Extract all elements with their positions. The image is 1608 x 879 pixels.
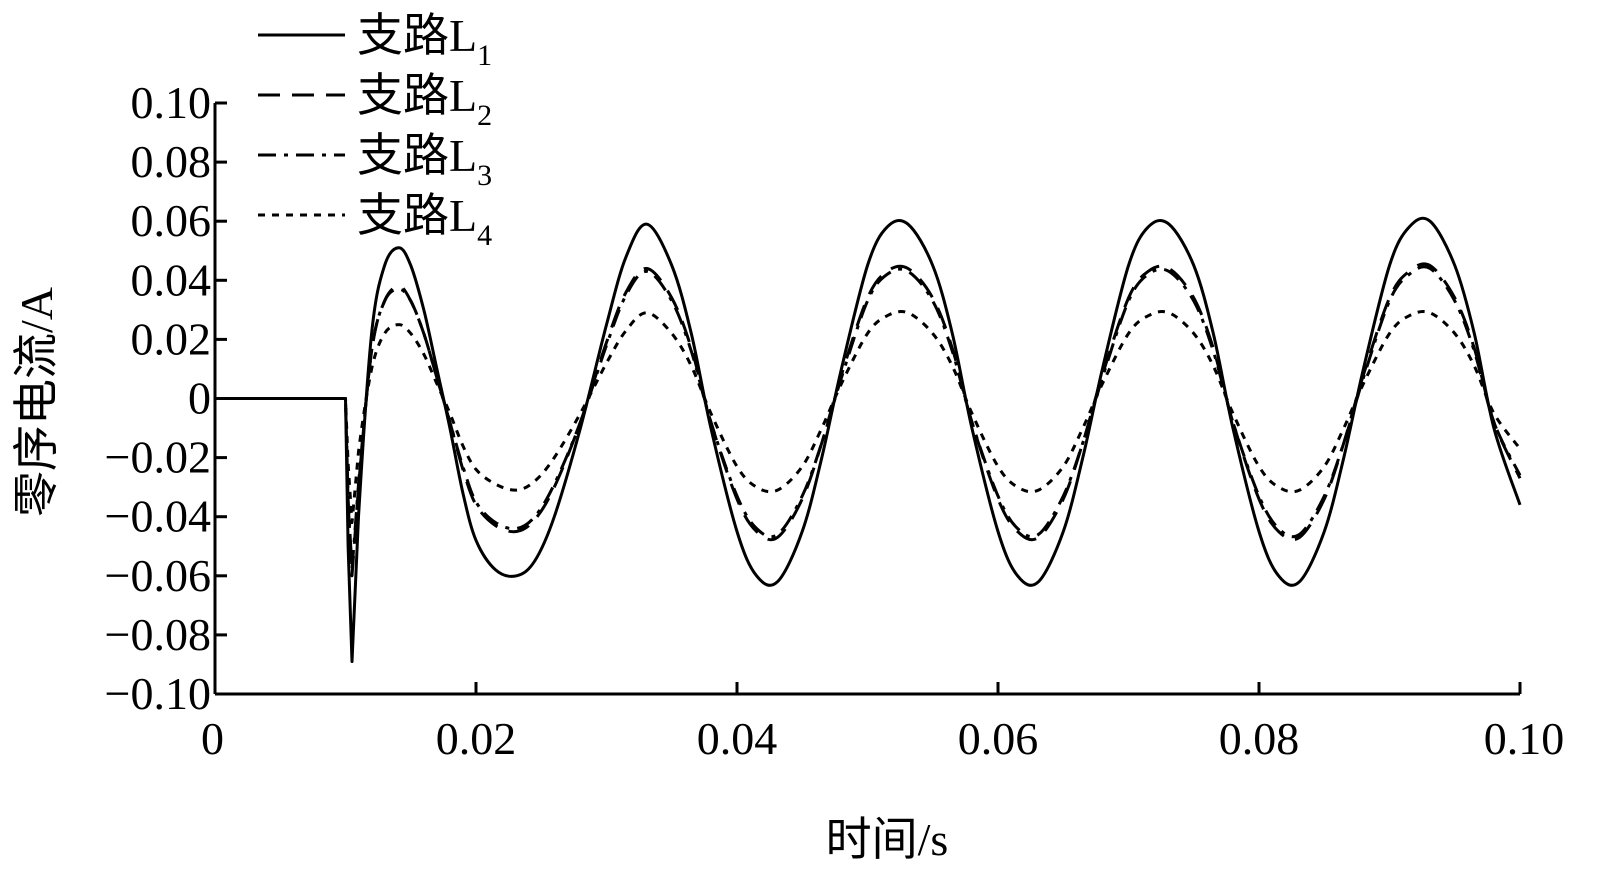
legend-label: 支路L2: [357, 70, 492, 132]
x-tick-label: 0.10: [1484, 713, 1565, 764]
y-tick-label: −0.10: [105, 668, 211, 719]
y-tick-label: 0.04: [131, 254, 212, 305]
y-tick-label: −0.02: [105, 432, 211, 483]
legend-label: 支路L4: [357, 190, 492, 252]
x-tick-label: 0.08: [1219, 713, 1300, 764]
y-tick-label: 0: [188, 373, 211, 424]
legend-item-3: 支路L3: [258, 130, 492, 192]
series-line-4: [215, 310, 1522, 525]
y-tick-label: −0.04: [105, 491, 211, 542]
x-axis-title: 时间/s: [826, 814, 949, 865]
series-line-2: [215, 262, 1522, 578]
legend-item-1: 支路L1: [258, 10, 492, 72]
y-tick-label: 0.08: [131, 136, 212, 187]
y-axis-title: 零序电流/A: [11, 287, 62, 517]
series-line-3: [215, 265, 1522, 572]
series-line-1: [215, 216, 1522, 663]
y-tick-label: 0.06: [131, 195, 212, 246]
y-tick-label: 0.02: [131, 313, 212, 364]
x-tick-label: 0.02: [436, 713, 517, 764]
legend-item-4: 支路L4: [258, 190, 492, 252]
y-tick-label: −0.06: [105, 550, 211, 601]
y-tick-label: 0.10: [131, 77, 212, 128]
x-tick-label: 0.06: [958, 713, 1039, 764]
legend-label: 支路L3: [357, 130, 492, 192]
x-tick-label: 0.04: [697, 713, 778, 764]
series-group: [215, 216, 1522, 663]
legend-label: 支路L1: [357, 10, 492, 72]
y-tick-label: −0.08: [105, 609, 211, 660]
legend-item-2: 支路L2: [258, 70, 492, 132]
ticks-group: 0.10 0.08 0.06 0.04 0.02 0 −0.02 −0.04 −0.06 −0.0…: [105, 77, 1565, 764]
x-tick-label: 0: [201, 713, 224, 764]
